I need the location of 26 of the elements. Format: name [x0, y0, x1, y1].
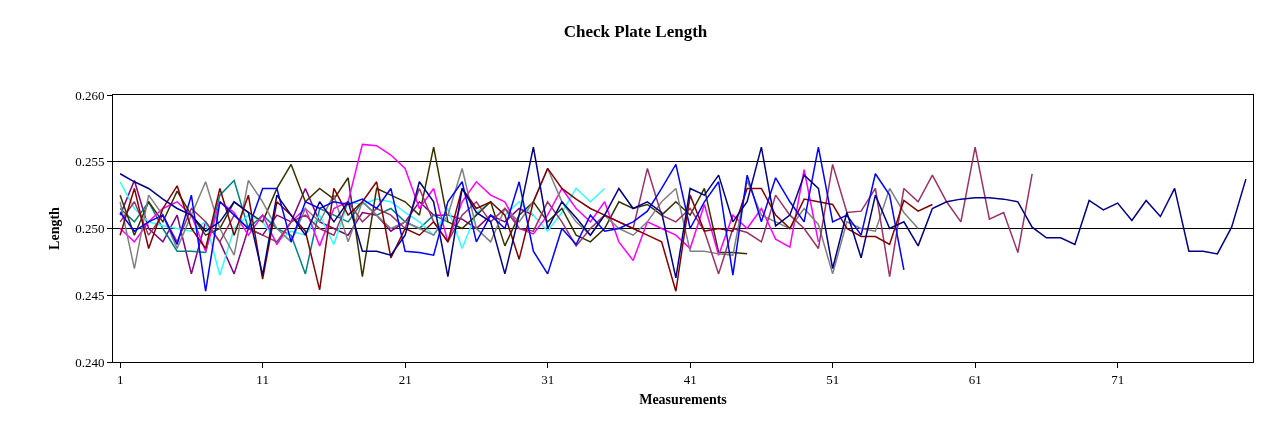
y-axis-title: Length [46, 206, 62, 250]
line-series [119, 181, 606, 276]
line-series [119, 146, 1247, 279]
line-series [119, 146, 748, 278]
chart-title: Check Plate Length [563, 21, 708, 41]
x-tick-label: 51 [826, 371, 840, 387]
x-tick-label: 61 [968, 371, 982, 387]
line-series [119, 167, 919, 275]
x-axis-title: Measurements [639, 391, 728, 407]
x-tick-label: 31 [541, 371, 555, 387]
y-tick-label: 0.240 [75, 354, 105, 370]
line-series [119, 143, 820, 262]
y-tick-label: 0.250 [75, 221, 105, 237]
x-tick-label: 11 [256, 371, 269, 387]
line-series [119, 179, 449, 275]
x-tick-label: 21 [398, 371, 412, 387]
line-series [119, 146, 1033, 278]
line-series [119, 146, 905, 292]
x-tick-label: 71 [1111, 371, 1125, 387]
y-tick-label: 0.255 [75, 154, 105, 170]
y-tick-label: 0.260 [75, 87, 105, 103]
x-tick-label: 1 [116, 371, 124, 387]
line-series [119, 179, 535, 275]
line-series [119, 167, 934, 292]
y-tick-label: 0.245 [75, 287, 105, 303]
x-tick-label: 41 [683, 371, 697, 387]
